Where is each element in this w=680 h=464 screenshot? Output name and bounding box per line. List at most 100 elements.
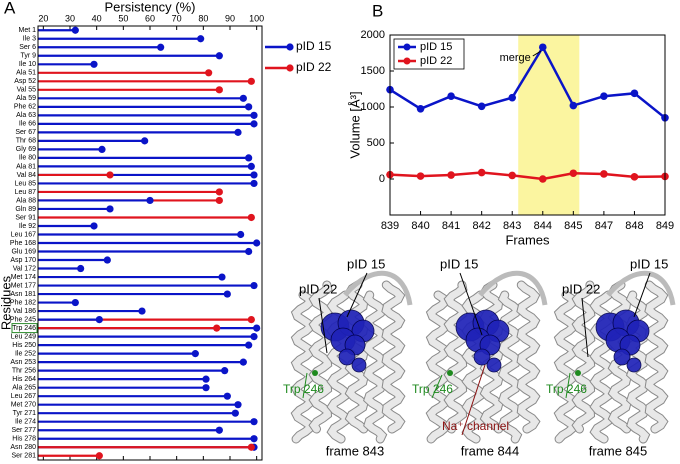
lollipop-dot <box>239 94 247 102</box>
y-axis-title: Volume [Å³] <box>347 91 362 158</box>
y-tick-label: Asn 181 <box>10 291 36 298</box>
series-dot <box>569 169 578 178</box>
y-tick-label: Ile 3 <box>23 36 36 43</box>
lollipop-dot <box>218 273 226 281</box>
lollipop-dot <box>247 213 255 222</box>
lollipop-dot <box>106 205 114 213</box>
lollipop-dot <box>215 188 223 196</box>
x-tick-label: 844 <box>534 220 552 232</box>
cavity <box>486 357 502 373</box>
y-tick-label: Ala 63 <box>16 112 36 119</box>
x-tick-label: 90 <box>225 13 235 23</box>
y-tick-label: His 250 <box>12 342 36 349</box>
y-tick-label: Met 1 <box>18 27 36 34</box>
y-tick-label: Gln 89 <box>15 206 36 213</box>
lollipop-dot <box>250 111 258 119</box>
lollipop-dot <box>250 179 258 188</box>
y-tick-label: Phe 62 <box>14 104 36 111</box>
lollipop-dot <box>237 230 245 239</box>
lollipop-dot <box>215 86 223 94</box>
lollipop-dot <box>253 239 261 247</box>
cavity <box>351 357 367 373</box>
lollipop-dot <box>234 128 242 136</box>
panel-label: B <box>372 1 383 20</box>
y-tick-label: Leu 249 <box>11 333 36 340</box>
legend-label: pID 15 <box>420 41 452 53</box>
y-tick-label: Asp 170 <box>10 257 36 264</box>
y-tick-label: Thr 68 <box>16 138 36 145</box>
series-dot <box>569 101 578 110</box>
helix <box>645 281 668 433</box>
series-dot <box>538 175 547 183</box>
lollipop-dot <box>95 315 103 324</box>
lollipop-dot <box>223 290 231 298</box>
highlight-band <box>518 35 580 215</box>
structure-label: Trp 246 <box>412 382 453 396</box>
y-tick-label: Val 172 <box>13 265 36 272</box>
x-tick-label: 842 <box>472 220 490 232</box>
structure-image <box>425 270 548 444</box>
lollipop-dot <box>90 60 98 68</box>
y-tick-label: Ser 6 <box>19 44 36 51</box>
plot-frame <box>389 34 666 216</box>
label-leader <box>431 374 443 399</box>
series-dot <box>508 171 517 180</box>
structure-caption: frame 844 <box>461 443 520 458</box>
helix <box>363 291 387 443</box>
helix <box>480 281 503 433</box>
y-tick-label: Met 177 <box>11 282 36 289</box>
structure-label: pID 22 <box>299 281 337 296</box>
annotation: merge <box>500 52 531 64</box>
series-dot <box>508 93 517 102</box>
lollipop-dot <box>234 401 242 409</box>
cavity <box>613 348 631 366</box>
lollipop-dot <box>215 196 223 205</box>
lollipop-dot <box>247 315 255 324</box>
lollipop-dot <box>250 333 258 341</box>
y-tick-label: Tyr 9 <box>20 53 36 60</box>
label-leader <box>459 272 483 336</box>
lollipop-dot <box>245 341 253 349</box>
legend-dot <box>286 43 294 51</box>
helix <box>309 281 332 433</box>
x-tick-label: 847 <box>595 220 613 232</box>
lollipop-dot <box>247 443 255 451</box>
structure-image <box>553 270 676 444</box>
panel-label: A <box>4 0 16 17</box>
series-dot <box>630 89 639 98</box>
legend-label: pID 22 <box>296 60 332 74</box>
lollipop-dot <box>215 52 223 60</box>
y-tick-label: Leu 167 <box>11 231 36 238</box>
y-tick-label: Leu 87 <box>15 189 37 196</box>
structure-label: pID 15 <box>440 256 478 271</box>
y-tick-label: Ser 281 <box>11 453 36 460</box>
y-tick-label: Val 55 <box>17 87 36 94</box>
x-tick-label: 40 <box>92 13 102 23</box>
lollipop-dot <box>221 367 229 375</box>
x-tick-label: 839 <box>381 220 399 232</box>
lollipop-dot <box>231 409 239 417</box>
y-tick-label: Asn 253 <box>10 359 36 366</box>
helix <box>517 281 540 433</box>
x-tick-label: 50 <box>118 13 128 23</box>
lollipop-dot <box>138 307 146 315</box>
y-tick-label: Ala 51 <box>16 70 36 77</box>
y-tick-label: Ala 88 <box>16 197 36 204</box>
series-dot <box>447 171 455 179</box>
plot-frame <box>37 25 263 461</box>
y-tick-label: Asn 280 <box>10 444 36 451</box>
helix <box>444 281 467 433</box>
legend-dot <box>403 43 411 51</box>
structure-caption: frame 843 <box>326 443 385 458</box>
x-tick-label: 100 <box>249 13 264 23</box>
y-tick-label: 2000 <box>361 29 385 41</box>
lollipop-dot <box>77 264 85 273</box>
label-leader <box>565 372 571 399</box>
y-tick-label: Ser 91 <box>15 214 36 221</box>
loop <box>343 270 413 306</box>
cavity <box>473 348 491 366</box>
loop <box>478 270 548 306</box>
y-tick-label: Met 174 <box>11 274 36 281</box>
lollipop-dot <box>250 171 258 179</box>
